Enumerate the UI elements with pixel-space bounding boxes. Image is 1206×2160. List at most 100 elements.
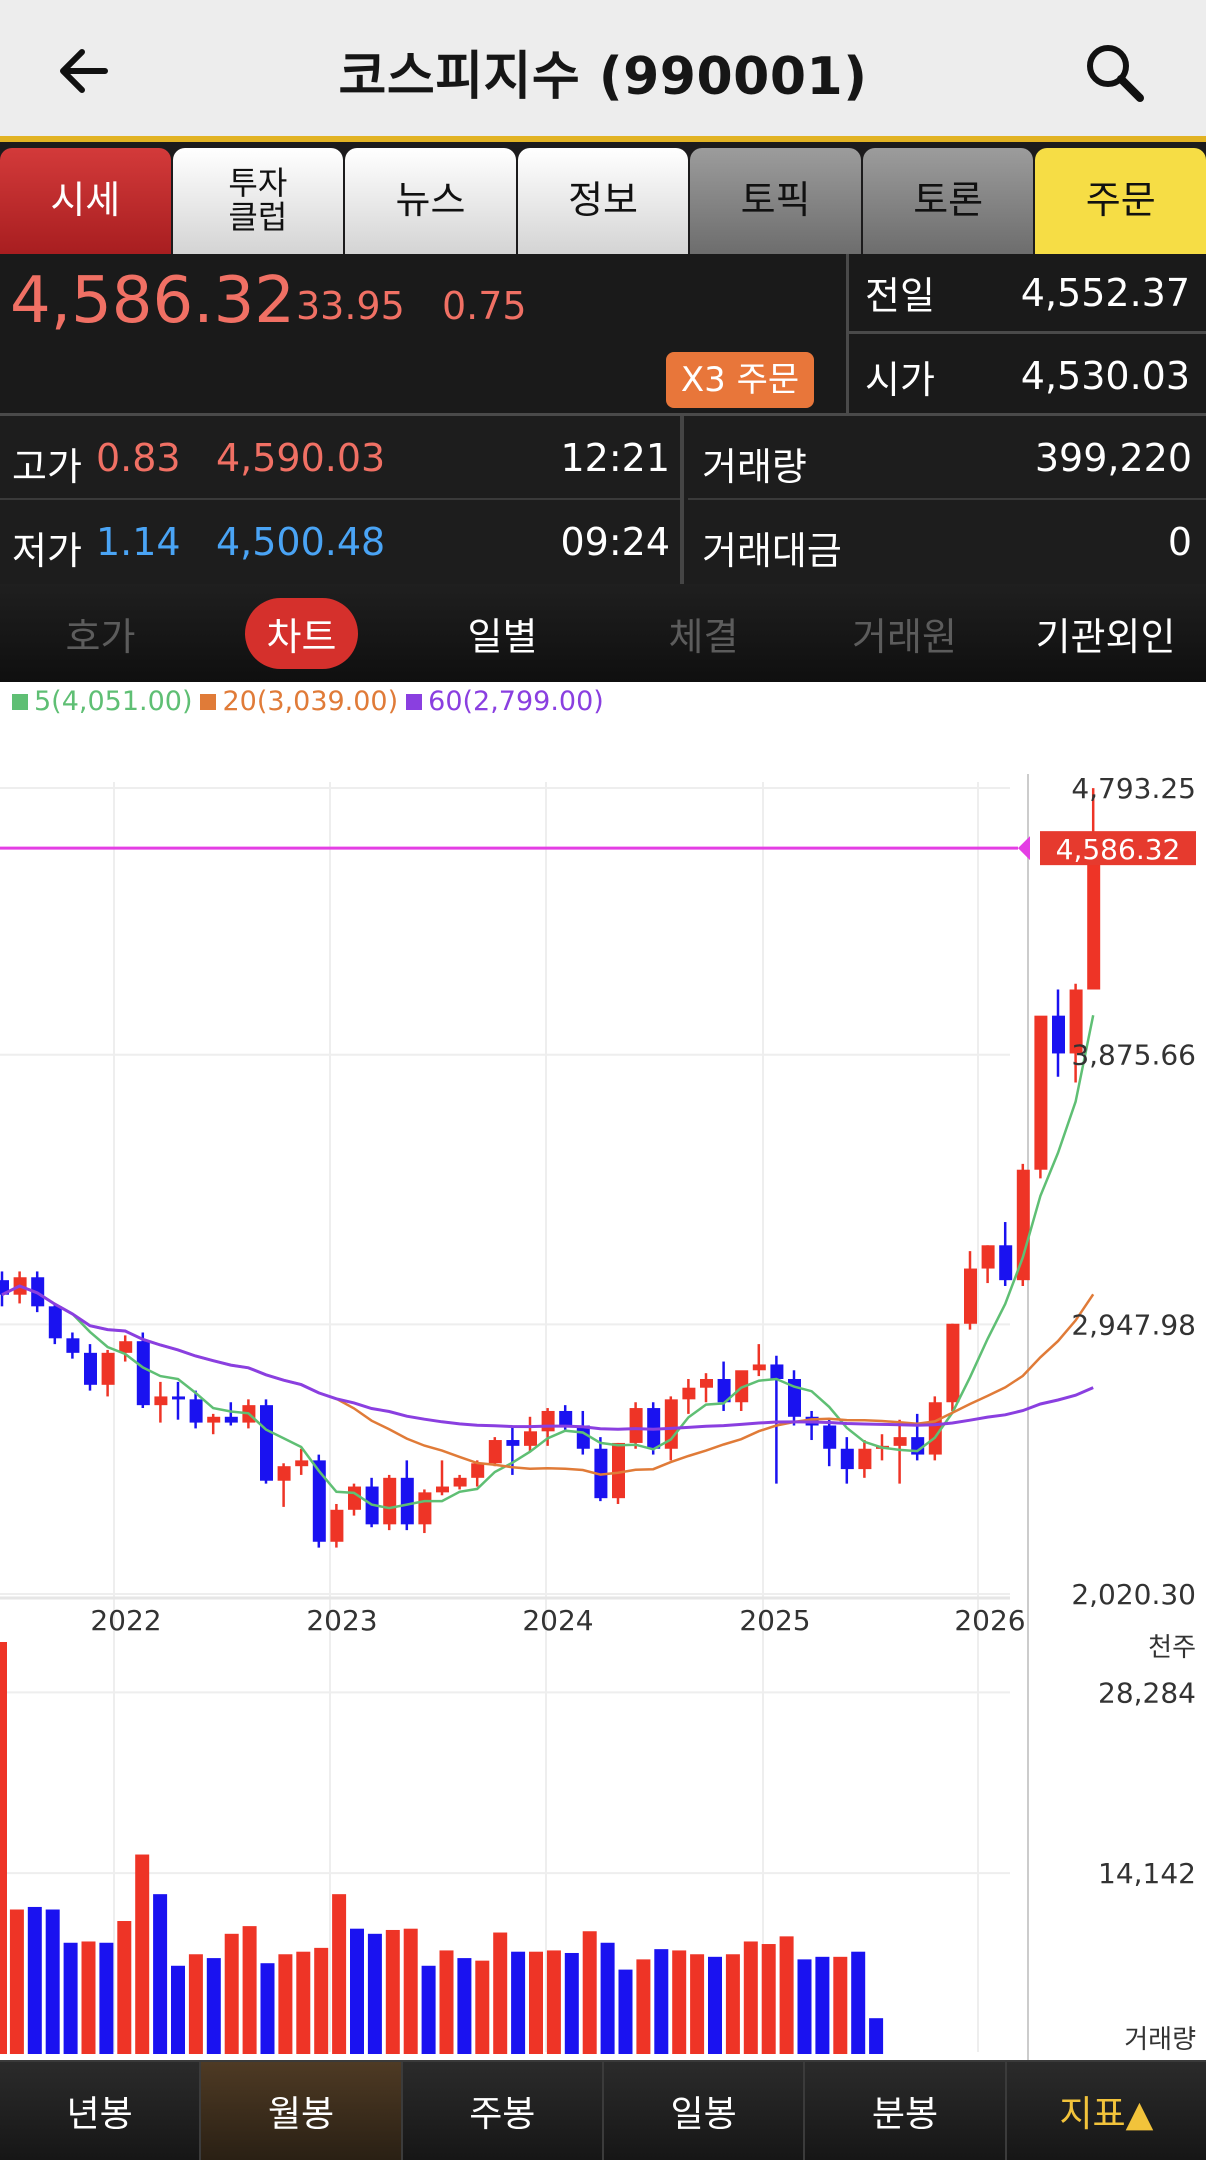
current-price: 4,586.32 — [10, 264, 295, 338]
volume-bar — [63, 1942, 78, 2054]
subtab-daily[interactable]: 일별 — [467, 614, 538, 659]
price-tick-label: 3,875.66 — [1071, 1039, 1196, 1072]
candle-body — [383, 1477, 397, 1525]
tab-topic[interactable]: 토픽 — [690, 148, 861, 254]
current-price-label: 4,586.32 — [1056, 833, 1181, 866]
candle-body — [576, 1425, 590, 1449]
volume-bar — [367, 1933, 382, 2054]
price-change-rate: 0.75 — [442, 284, 527, 328]
candle-body — [840, 1448, 854, 1470]
candle-body — [453, 1477, 467, 1487]
nav-daily[interactable]: 일봉 — [604, 2062, 806, 2160]
ma-legend: 5(4,051.00) 20(3,039.00) 60(2,799.00) — [12, 686, 604, 717]
volume-bar — [546, 1950, 561, 2054]
volume-bar — [403, 1928, 418, 2054]
current-price-marker — [1018, 836, 1030, 861]
chart-subtabs: 호가 차트 일별 체결 거래원 기관외인 — [0, 584, 1206, 682]
volume-bar — [0, 1642, 7, 2054]
candle-body — [1087, 848, 1101, 990]
volume-bar — [600, 1942, 615, 2054]
candle-body — [418, 1492, 432, 1525]
subtab-chart[interactable]: 차트 — [201, 584, 402, 682]
legend-ma20: 20(3,039.00) — [200, 686, 398, 717]
volume-bar — [869, 2018, 884, 2054]
candle-body — [541, 1410, 555, 1432]
tab-order[interactable]: 주문 — [1035, 148, 1206, 254]
amount-label: 거래대금 — [702, 529, 842, 573]
page-title: 코스피지수 (990001) — [338, 47, 868, 107]
tab-news[interactable]: 뉴스 — [345, 148, 516, 254]
nav-indicators[interactable]: 지표▲ — [1059, 2094, 1154, 2135]
app-header: 코스피지수 (990001) — [0, 0, 1206, 142]
x3-order-button[interactable]: X3 주문 — [666, 352, 814, 408]
candle-body — [101, 1352, 115, 1385]
subtab-trades[interactable]: 체결 — [668, 614, 739, 659]
high-label: 고가 — [12, 445, 82, 489]
arrow-left-icon[interactable] — [50, 36, 120, 106]
volume-bar — [9, 1909, 24, 2054]
main-tabs: 시세 투자 클럽 뉴스 정보 토픽 토론 주문 — [0, 148, 1206, 254]
candle-body — [629, 1408, 643, 1443]
subtab-chart-label: 차트 — [244, 597, 359, 669]
low-value: 4,500.48 — [216, 520, 386, 564]
price-panel: 4,586.32 33.95 0.75 X3 주문 전일 4,552.37 시가… — [0, 254, 1206, 416]
candle-body — [559, 1410, 573, 1426]
price-tick-label: 4,793.25 — [1071, 772, 1196, 805]
volume-bar — [636, 1959, 651, 2054]
nav-yearly[interactable]: 년봉 — [0, 2062, 202, 2160]
price-tick-label: 2,020.30 — [1071, 1578, 1196, 1611]
volume-bar — [332, 1894, 347, 2054]
candle-body — [260, 1405, 273, 1481]
volume-bar — [690, 1954, 705, 2054]
volume-bar — [708, 1956, 722, 2054]
candle-body — [0, 1280, 9, 1295]
volume-bar — [224, 1933, 239, 2054]
nav-monthly[interactable]: 월봉 — [201, 2062, 403, 2160]
candle-body — [471, 1463, 485, 1478]
nav-minute[interactable]: 분봉 — [805, 2062, 1007, 2160]
volume-bar — [493, 1932, 508, 2054]
volume-bar — [439, 1950, 454, 2054]
candle-body — [700, 1378, 713, 1388]
volume-bar — [188, 1954, 203, 2054]
candle-body — [312, 1460, 326, 1542]
subtab-institution-foreign[interactable]: 기관외인 — [1035, 614, 1176, 659]
tab-discussion[interactable]: 토론 — [862, 148, 1034, 254]
legend-ma60: 60(2,799.00) — [406, 686, 604, 717]
price-change: 33.95 — [296, 284, 405, 328]
candle-body — [1016, 1169, 1030, 1281]
volume-bar — [81, 1941, 96, 2054]
prev-close-value: 4,552.37 — [1020, 270, 1190, 315]
candle-body — [893, 1437, 907, 1446]
volume-bar — [206, 1958, 221, 2054]
legend-ma20-swatch — [200, 693, 217, 710]
amount-row: 거래대금 0 — [688, 500, 1206, 584]
tab-price[interactable]: 시세 — [0, 148, 171, 254]
open-value: 4,530.03 — [1020, 354, 1190, 398]
search-icon[interactable] — [1082, 40, 1148, 106]
candlestick-chart[interactable]: 4,586.32 4,793.25 3,875.66 2,947.98 2,020.30… — [0, 682, 1206, 2060]
volume-bar — [260, 1963, 275, 2054]
subtab-orderbook[interactable]: 호가 — [65, 614, 136, 659]
x-axis-label: 2026 — [954, 1604, 1025, 1637]
volume-tick-label: 28,284 — [1098, 1676, 1196, 1709]
volume-bar — [761, 1944, 776, 2054]
candle-body — [770, 1364, 784, 1379]
candle-body — [1034, 1015, 1048, 1170]
volume-bar — [242, 1926, 257, 2054]
nav-weekly[interactable]: 주봉 — [403, 2062, 604, 2160]
volume-bar — [564, 1952, 579, 2054]
chart-area[interactable]: 4,586.32 4,793.25 3,875.66 2,947.98 2,020.30… — [0, 682, 1206, 2060]
volume-bar — [511, 1951, 526, 2054]
period-nav: 년봉 월봉 주봉 일봉 분봉 지표▲ — [0, 2060, 1206, 2160]
volume-bar — [171, 1965, 185, 2054]
candle-body — [928, 1402, 942, 1455]
candle-body — [136, 1341, 150, 1406]
candle-body — [277, 1466, 291, 1481]
volume-label: 거래량 — [702, 445, 807, 489]
current-price-tag — [1040, 831, 1196, 866]
tab-info[interactable]: 정보 — [517, 148, 689, 254]
candle-body — [1069, 989, 1083, 1054]
subtab-brokers[interactable]: 거래원 — [852, 614, 957, 659]
tab-invest-club[interactable]: 투자 클럽 — [172, 148, 344, 254]
